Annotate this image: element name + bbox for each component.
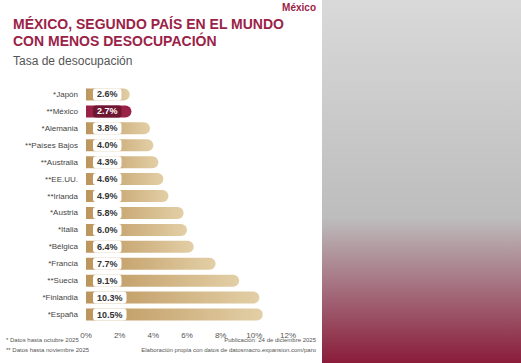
svg-text:4%: 4%: [148, 331, 160, 340]
svg-text:**Países Bajos: **Países Bajos: [25, 141, 78, 150]
svg-text:10%: 10%: [246, 331, 262, 340]
svg-text:*Francia: *Francia: [48, 259, 78, 268]
svg-text:9.1%: 9.1%: [97, 276, 118, 286]
svg-text:**Australia: **Australia: [41, 158, 79, 167]
svg-text:**EE.UU.: **EE.UU.: [45, 175, 78, 184]
svg-text:**México: **México: [46, 107, 78, 116]
svg-text:*Finlandia: *Finlandia: [42, 293, 78, 302]
svg-text:7.7%: 7.7%: [97, 259, 118, 269]
svg-text:8%: 8%: [215, 331, 227, 340]
svg-text:3.8%: 3.8%: [97, 123, 118, 133]
svg-text:México: México: [282, 2, 316, 13]
svg-text:Tasa de desocupación: Tasa de desocupación: [13, 54, 132, 68]
svg-text:**Suecia: **Suecia: [47, 276, 78, 285]
svg-text:2%: 2%: [114, 331, 126, 340]
svg-text:0%: 0%: [80, 331, 92, 340]
svg-text:2.7%: 2.7%: [97, 106, 118, 116]
svg-text:2.6%: 2.6%: [97, 89, 118, 99]
svg-text:*Austria: *Austria: [50, 208, 79, 217]
svg-text:*Alemania: *Alemania: [42, 124, 79, 133]
svg-text:* Datos hasta octubre 2025: * Datos hasta octubre 2025: [6, 337, 79, 343]
svg-text:6.4%: 6.4%: [97, 242, 118, 252]
svg-text:Publicación: 24 de diciembre 2: Publicación: 24 de diciembre 2025: [224, 337, 316, 343]
svg-text:*Bélgica: *Bélgica: [49, 242, 79, 251]
svg-text:MÉXICO, SEGUNDO PAÍS EN EL MUN: MÉXICO, SEGUNDO PAÍS EN EL MUNDO: [13, 16, 288, 32]
svg-text:5.8%: 5.8%: [97, 208, 118, 218]
svg-text:CON MENOS DESOCUPACIÓN: CON MENOS DESOCUPACIÓN: [13, 32, 217, 49]
svg-text:10.3%: 10.3%: [97, 293, 123, 303]
svg-text:6.0%: 6.0%: [97, 225, 118, 235]
svg-text:10.5%: 10.5%: [97, 310, 123, 320]
svg-text:*Italia: *Italia: [58, 225, 79, 234]
svg-text:**Irlanda: **Irlanda: [47, 192, 78, 201]
svg-text:4.9%: 4.9%: [97, 191, 118, 201]
svg-text:** Datos hasta noviembre 2025: ** Datos hasta noviembre 2025: [6, 347, 90, 353]
svg-text:4.0%: 4.0%: [97, 140, 118, 150]
svg-text:4.6%: 4.6%: [97, 174, 118, 184]
svg-text:4.3%: 4.3%: [97, 157, 118, 167]
svg-text:12%: 12%: [280, 331, 296, 340]
svg-text:*España: *España: [48, 310, 79, 319]
svg-text:Elaboración propia con datos d: Elaboración propia con datos de datosmac…: [141, 347, 316, 353]
svg-text:6%: 6%: [181, 331, 193, 340]
svg-text:*Japón: *Japón: [53, 90, 78, 99]
